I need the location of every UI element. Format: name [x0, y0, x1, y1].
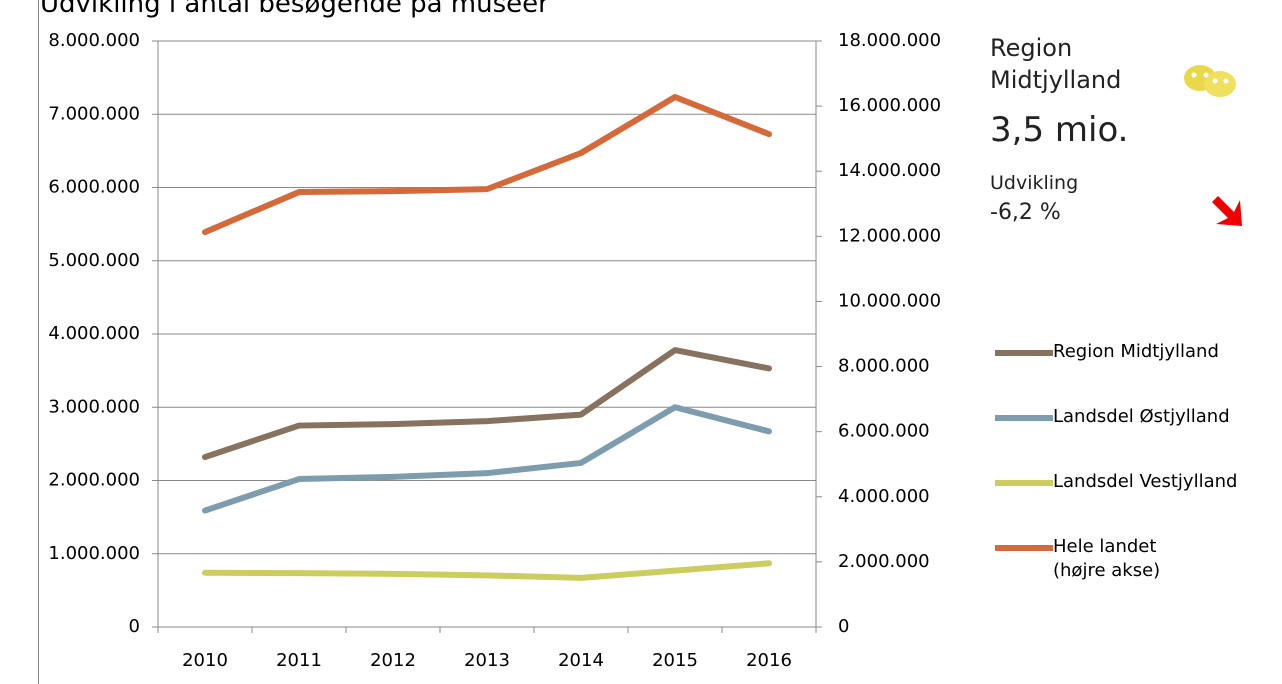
series-line	[202, 560, 772, 581]
legend-swatch	[995, 415, 1053, 421]
y-tick-label: 7.000.000	[48, 103, 140, 124]
panel-value: 3,5 mio.	[990, 110, 1129, 150]
x-tick-label: 2013	[464, 650, 510, 671]
legend-label: Landsdel Vestjylland	[1053, 471, 1238, 492]
y2-tick-label: 8.000.000	[838, 356, 930, 377]
x-tick-label: 2011	[276, 650, 322, 671]
y-tick-label: 0	[129, 616, 140, 637]
y-tick-label: 2.000.000	[48, 470, 140, 491]
legend-label: Hele landet (højre akse)	[1053, 536, 1161, 581]
series-line	[202, 347, 772, 461]
legend-item: Landsdel Østjylland	[995, 405, 1237, 470]
legend-swatch	[995, 480, 1053, 486]
y2-tick-label: 0	[838, 616, 849, 637]
legend-swatch	[995, 350, 1053, 356]
y2-tick-label: 14.000.000	[838, 160, 941, 181]
y-tick-label: 5.000.000	[48, 250, 140, 271]
y-tick-label: 6.000.000	[48, 177, 140, 198]
series-line	[202, 404, 772, 514]
legend-label: Region Midtjylland	[1053, 341, 1219, 362]
y2-tick-label: 6.000.000	[838, 421, 930, 442]
y2-tick-label: 16.000.000	[838, 95, 941, 116]
legend-item: Landsdel Vestjylland	[995, 470, 1237, 535]
chart-title: Udvikling i antal besøgende på museer	[40, 0, 549, 19]
legend-item: Region Midtjylland	[995, 340, 1237, 405]
y-tick-label: 8.000.000	[48, 30, 140, 51]
y2-tick-label: 12.000.000	[838, 225, 941, 246]
y2-tick-label: 2.000.000	[838, 551, 930, 572]
y-tick-label: 3.000.000	[48, 396, 140, 417]
y-tick-label: 1.000.000	[48, 543, 140, 564]
chart-frame	[38, 0, 39, 684]
panel-region: Region Midtjylland	[990, 34, 1122, 94]
legend-label: Landsdel Østjylland	[1053, 406, 1230, 427]
legend-item: Hele landet (højre akse)	[995, 535, 1237, 600]
theater-icon	[1184, 65, 1236, 97]
panel-change: -6,2 %	[990, 200, 1061, 225]
x-tick-label: 2014	[558, 650, 604, 671]
y2-tick-label: 10.000.000	[838, 290, 941, 311]
panel-change-label: Udvikling	[990, 172, 1079, 194]
x-tick-label: 2015	[652, 650, 698, 671]
y-tick-label: 4.000.000	[48, 323, 140, 344]
legend: Region Midtjylland Landsdel Østjylland Lan…	[995, 340, 1237, 600]
series-line	[202, 93, 772, 236]
y2-tick-label: 4.000.000	[838, 486, 930, 507]
x-tick-label: 2016	[746, 650, 792, 671]
x-tick-label: 2010	[182, 650, 228, 671]
y2-tick-label: 18.000.000	[838, 30, 941, 51]
legend-swatch	[995, 545, 1053, 551]
x-tick-label: 2012	[370, 650, 416, 671]
down-arrow	[1212, 196, 1242, 226]
